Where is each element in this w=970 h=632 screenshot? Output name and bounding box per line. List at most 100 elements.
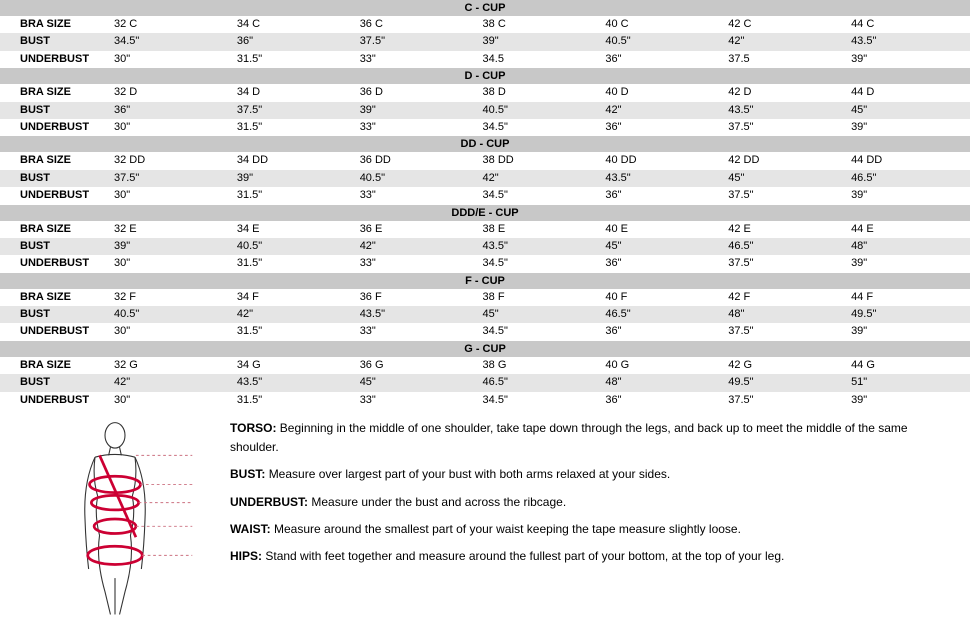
- size-cell: 34 C: [233, 16, 356, 33]
- size-cell: 40 G: [601, 357, 724, 374]
- size-cell: 45": [479, 306, 602, 323]
- size-cell: 44 DD: [847, 152, 970, 169]
- size-table: BRA SIZE32 G34 G36 G38 G40 G42 G44 GBUST…: [0, 357, 970, 409]
- size-cell: 38 C: [479, 16, 602, 33]
- size-cell: 43.5": [847, 33, 970, 50]
- row-label: BRA SIZE: [0, 289, 110, 306]
- size-cell: 36": [601, 119, 724, 136]
- size-cell: 42 C: [724, 16, 847, 33]
- size-cell: 42 DD: [724, 152, 847, 169]
- size-cell: 37.5": [724, 392, 847, 409]
- size-cell: 45": [847, 102, 970, 119]
- instruction-bust: BUST: Measure over largest part of your …: [230, 465, 950, 484]
- cup-section-header: C - CUP: [0, 0, 970, 16]
- size-table: BRA SIZE32 DD34 DD36 DD38 DD40 DD42 DD44…: [0, 152, 970, 204]
- size-cell: 37.5": [724, 255, 847, 272]
- size-cell: 48": [601, 374, 724, 391]
- size-cell: 42": [110, 374, 233, 391]
- table-row: BRA SIZE32 DD34 DD36 DD38 DD40 DD42 DD44…: [0, 152, 970, 169]
- table-row: BUST39"40.5"42"43.5"45"46.5"48": [0, 238, 970, 255]
- size-cell: 36": [110, 102, 233, 119]
- row-label: UNDERBUST: [0, 323, 110, 340]
- row-label: BRA SIZE: [0, 152, 110, 169]
- size-cell: 34.5: [479, 51, 602, 68]
- size-cell: 33": [356, 255, 479, 272]
- size-cell: 46.5": [847, 170, 970, 187]
- size-cell: 42 F: [724, 289, 847, 306]
- size-cell: 37.5": [233, 102, 356, 119]
- cup-section-header: F - CUP: [0, 273, 970, 289]
- size-cell: 32 G: [110, 357, 233, 374]
- size-cell: 36": [601, 323, 724, 340]
- cup-section-header: D - CUP: [0, 68, 970, 84]
- row-label: BUST: [0, 33, 110, 50]
- size-cell: 42 D: [724, 84, 847, 101]
- size-cell: 34 DD: [233, 152, 356, 169]
- size-cell: 30": [110, 187, 233, 204]
- size-cell: 43.5": [356, 306, 479, 323]
- row-label: UNDERBUST: [0, 392, 110, 409]
- size-cell: 39": [847, 392, 970, 409]
- size-cell: 40 D: [601, 84, 724, 101]
- size-cell: 31.5": [233, 119, 356, 136]
- size-cell: 34.5": [110, 33, 233, 50]
- table-row: UNDERBUST30"31.5"33"34.5"36"37.5"39": [0, 187, 970, 204]
- size-cell: 36": [601, 255, 724, 272]
- size-cell: 38 F: [479, 289, 602, 306]
- size-cell: 39": [847, 51, 970, 68]
- size-cell: 39": [847, 187, 970, 204]
- size-cell: 38 D: [479, 84, 602, 101]
- size-cell: 40 F: [601, 289, 724, 306]
- size-cell: 34 G: [233, 357, 356, 374]
- size-cell: 33": [356, 119, 479, 136]
- instruction-waist: WAIST: Measure around the smallest part …: [230, 520, 950, 539]
- size-cell: 34.5": [479, 255, 602, 272]
- size-cell: 40 C: [601, 16, 724, 33]
- row-label: BRA SIZE: [0, 357, 110, 374]
- size-cell: 31.5": [233, 187, 356, 204]
- size-cell: 36 D: [356, 84, 479, 101]
- figure-illustration: [20, 419, 210, 622]
- size-tables: C - CUPBRA SIZE32 C34 C36 C38 C40 C42 C4…: [0, 0, 970, 409]
- size-cell: 45": [601, 238, 724, 255]
- row-label: BRA SIZE: [0, 221, 110, 238]
- instruction-torso: TORSO: Beginning in the middle of one sh…: [230, 419, 950, 457]
- size-cell: 46.5": [724, 238, 847, 255]
- size-cell: 39": [847, 323, 970, 340]
- cup-section-header: DDD/E - CUP: [0, 205, 970, 221]
- size-cell: 40 DD: [601, 152, 724, 169]
- cup-section-header: DD - CUP: [0, 136, 970, 152]
- size-cell: 45": [724, 170, 847, 187]
- size-cell: 38 E: [479, 221, 602, 238]
- size-cell: 44 C: [847, 16, 970, 33]
- size-cell: 40.5": [601, 33, 724, 50]
- size-cell: 31.5": [233, 392, 356, 409]
- size-table: BRA SIZE32 F34 F36 F38 F40 F42 F44 FBUST…: [0, 289, 970, 341]
- size-cell: 37.5": [724, 323, 847, 340]
- size-cell: 32 F: [110, 289, 233, 306]
- size-cell: 36 DD: [356, 152, 479, 169]
- table-row: BUST37.5"39"40.5"42"43.5"45"46.5": [0, 170, 970, 187]
- size-cell: 36": [233, 33, 356, 50]
- size-cell: 44 D: [847, 84, 970, 101]
- size-cell: 36": [601, 187, 724, 204]
- size-cell: 43.5": [724, 102, 847, 119]
- size-cell: 30": [110, 51, 233, 68]
- table-row: BUST40.5"42"43.5"45"46.5"48"49.5": [0, 306, 970, 323]
- size-cell: 34 E: [233, 221, 356, 238]
- row-label: BUST: [0, 374, 110, 391]
- size-cell: 31.5": [233, 255, 356, 272]
- table-row: BRA SIZE32 E34 E36 E38 E40 E42 E44 E: [0, 221, 970, 238]
- size-cell: 34 D: [233, 84, 356, 101]
- table-row: UNDERBUST30"31.5"33"34.536"37.539": [0, 51, 970, 68]
- size-cell: 36 F: [356, 289, 479, 306]
- size-cell: 40.5": [479, 102, 602, 119]
- row-label: BUST: [0, 170, 110, 187]
- size-table: BRA SIZE32 E34 E36 E38 E40 E42 E44 EBUST…: [0, 221, 970, 273]
- size-cell: 46.5": [601, 306, 724, 323]
- row-label: UNDERBUST: [0, 51, 110, 68]
- table-row: UNDERBUST30"31.5"33"34.5"36"37.5"39": [0, 119, 970, 136]
- table-row: BRA SIZE32 C34 C36 C38 C40 C42 C44 C: [0, 16, 970, 33]
- size-cell: 39": [233, 170, 356, 187]
- size-cell: 42 G: [724, 357, 847, 374]
